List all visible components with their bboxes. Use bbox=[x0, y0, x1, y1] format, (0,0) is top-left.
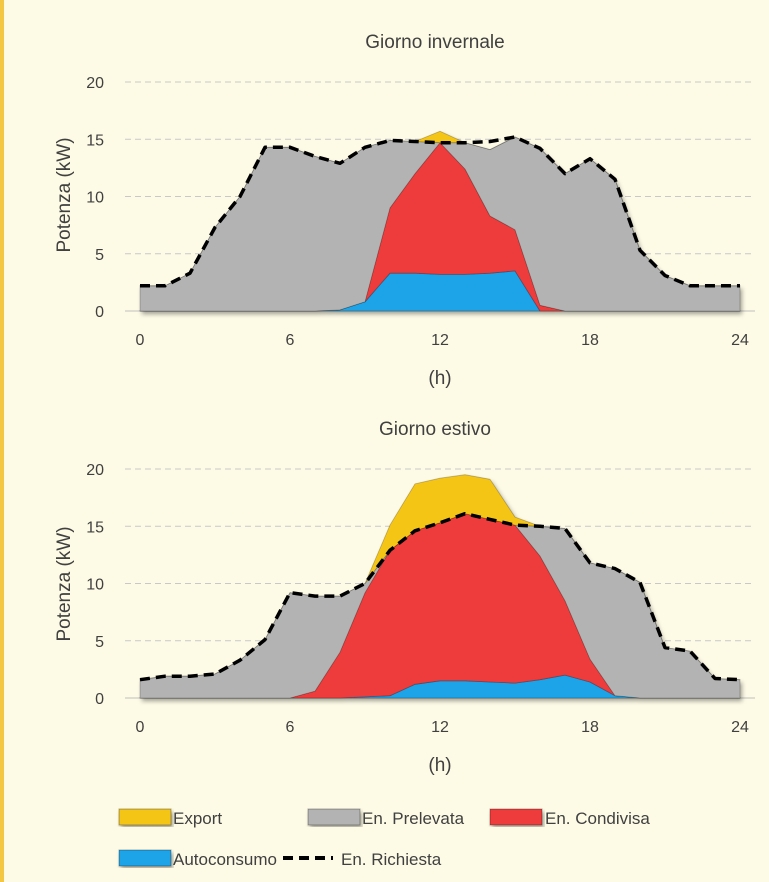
legend-swatch-autoconsumo bbox=[118, 849, 172, 867]
x-tick-label: 12 bbox=[431, 332, 449, 349]
chart-winter-title: Giorno invernale bbox=[365, 32, 504, 53]
y-tick-label: 20 bbox=[86, 462, 104, 479]
legend-label-condivisa: En. Condivisa bbox=[545, 809, 650, 828]
x-tick-label: 24 bbox=[731, 332, 749, 349]
line-richiesta bbox=[140, 135, 740, 288]
area-export bbox=[139, 474, 741, 681]
x-tick-label: 18 bbox=[581, 719, 599, 736]
y-tick-label: 0 bbox=[95, 691, 104, 708]
chart-winter-xlabel: (h) bbox=[428, 368, 451, 389]
legend-swatch-export bbox=[118, 808, 172, 826]
y-tick-label: 5 bbox=[95, 247, 104, 264]
x-tick-label: 0 bbox=[136, 719, 145, 736]
chart-winter-y-ticks: 0 5 10 15 20 bbox=[86, 75, 104, 321]
line-richiesta bbox=[139, 511, 741, 682]
legend-label-richiesta: En. Richiesta bbox=[341, 850, 442, 869]
legend-swatch-condivisa bbox=[489, 808, 543, 826]
x-tick-label: 18 bbox=[581, 332, 599, 349]
chart-summer: Giorno estivo 0 5 10 15 20 0 6 12 18 24 (h) Pote… bbox=[54, 419, 755, 776]
chart-winter-areas bbox=[139, 130, 741, 312]
chart-winter: Giorno invernale 0 5 10 15 20 0 6 12 18 24 (h) P… bbox=[54, 32, 755, 389]
legend-label-prelevata: En. Prelevata bbox=[362, 809, 465, 828]
chart-summer-ylabel: Potenza (kW) bbox=[54, 526, 75, 641]
x-tick-label: 12 bbox=[431, 719, 449, 736]
y-tick-label: 0 bbox=[95, 304, 104, 321]
legend: Export En. Prelevata En. Condivisa Autoc… bbox=[118, 808, 650, 869]
x-tick-label: 0 bbox=[136, 332, 145, 349]
x-tick-label: 6 bbox=[286, 332, 295, 349]
x-tick-label: 6 bbox=[286, 719, 295, 736]
y-tick-label: 10 bbox=[86, 190, 104, 207]
chart-summer-xlabel: (h) bbox=[428, 755, 451, 776]
legend-swatch-prelevata bbox=[307, 808, 361, 826]
legend-item-export: Export bbox=[118, 808, 222, 828]
chart-summer-y-ticks: 0 5 10 15 20 bbox=[86, 462, 104, 708]
chart-summer-richiesta bbox=[139, 511, 741, 682]
accent-bar bbox=[0, 0, 4, 882]
chart-winter-ylabel: Potenza (kW) bbox=[54, 137, 75, 252]
chart-winter-x-ticks: 0 6 12 18 24 bbox=[136, 332, 749, 349]
y-tick-label: 5 bbox=[95, 634, 104, 651]
x-tick-label: 24 bbox=[731, 719, 749, 736]
legend-label-autoconsumo: Autoconsumo bbox=[173, 850, 277, 869]
chart-summer-x-ticks: 0 6 12 18 24 bbox=[136, 719, 749, 736]
y-tick-label: 10 bbox=[86, 577, 104, 594]
chart-summer-areas bbox=[139, 474, 741, 699]
legend-item-autoconsumo: Autoconsumo bbox=[118, 849, 277, 869]
legend-item-condivisa: En. Condivisa bbox=[489, 808, 650, 828]
y-tick-label: 20 bbox=[86, 75, 104, 92]
y-tick-label: 15 bbox=[86, 519, 104, 536]
y-tick-label: 15 bbox=[86, 132, 104, 149]
legend-item-prelevata: En. Prelevata bbox=[307, 808, 465, 828]
legend-item-richiesta: En. Richiesta bbox=[283, 850, 442, 869]
chart-summer-title: Giorno estivo bbox=[379, 419, 491, 440]
chart-winter-richiesta bbox=[140, 135, 740, 288]
legend-label-export: Export bbox=[173, 809, 222, 828]
